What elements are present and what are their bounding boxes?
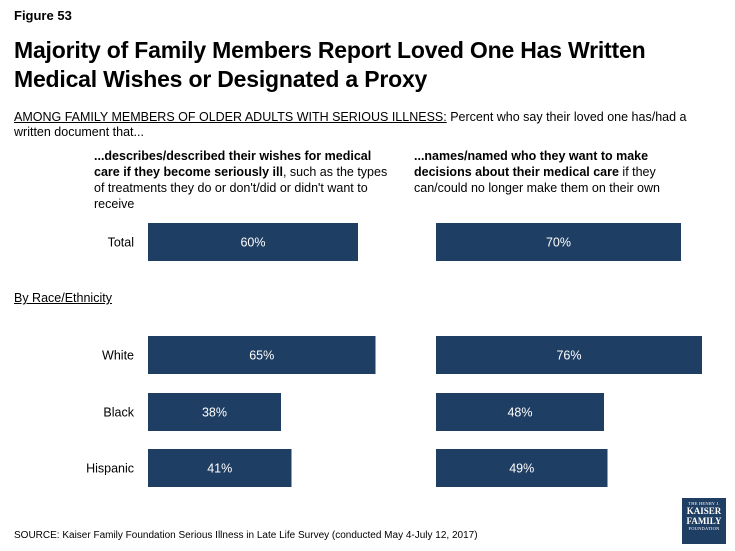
column-header-proxy: ...names/named who they want to make dec… bbox=[414, 148, 704, 196]
bar-hispanic-series-2 bbox=[436, 449, 608, 487]
source-note: SOURCE: Kaiser Family Foundation Serious… bbox=[14, 530, 478, 541]
category-label-white: White bbox=[102, 349, 134, 363]
bar-black-series-1 bbox=[148, 393, 281, 431]
data-label-black-series-2: 48% bbox=[507, 406, 532, 420]
column-header-proxy-rest: if they can/could no longer make them on… bbox=[414, 165, 660, 195]
column-header-wishes-rest: , such as the types of treatments they d… bbox=[94, 165, 388, 211]
category-label-hispanic: Hispanic bbox=[86, 462, 134, 476]
data-label-hispanic-series-1: 41% bbox=[207, 462, 232, 476]
group-label-race-ethnicity: By Race/Ethnicity bbox=[14, 291, 112, 305]
logo-line-4: FOUNDATION bbox=[688, 526, 720, 531]
data-label-hispanic-series-2: 49% bbox=[509, 462, 534, 476]
chart-title: Majority of Family Members Report Loved … bbox=[14, 37, 646, 92]
kff-logo: THE HENRY J. KAISER FAMILY FOUNDATION bbox=[682, 498, 726, 544]
data-label-white-series-1: 65% bbox=[249, 349, 274, 363]
bar-total-series-1 bbox=[148, 223, 358, 261]
logo-line-3: FAMILY bbox=[686, 516, 722, 526]
bar-white-series-1 bbox=[148, 336, 376, 374]
subtitle-text: Percent who say their loved one has/had … bbox=[14, 110, 687, 139]
column-header-wishes: ...describes/described their wishes for … bbox=[94, 148, 394, 212]
column-header-wishes-bold: ...describes/described their wishes for … bbox=[94, 149, 372, 179]
chart-subtitle: AMONG FAMILY MEMBERS OF OLDER ADULTS WIT… bbox=[14, 110, 726, 140]
subtitle-population: AMONG FAMILY MEMBERS OF OLDER ADULTS WIT… bbox=[14, 110, 447, 124]
figure-label: Figure 53 bbox=[14, 8, 72, 23]
category-label-total: Total bbox=[108, 236, 134, 250]
bar-white-series-2 bbox=[436, 336, 702, 374]
bar-hispanic-series-1 bbox=[148, 449, 292, 487]
column-header-proxy-bold: ...names/named who they want to make dec… bbox=[414, 149, 649, 179]
bar-total-series-2 bbox=[436, 223, 681, 261]
logo-line-1: THE HENRY J. bbox=[688, 501, 720, 506]
data-label-total-series-2: 70% bbox=[546, 236, 571, 250]
logo-line-2: KAISER bbox=[686, 506, 722, 516]
bar-black-series-2 bbox=[436, 393, 604, 431]
data-label-white-series-2: 76% bbox=[556, 349, 581, 363]
data-label-black-series-1: 38% bbox=[202, 406, 227, 420]
data-label-total-series-1: 60% bbox=[240, 236, 265, 250]
category-label-black: Black bbox=[103, 406, 134, 420]
